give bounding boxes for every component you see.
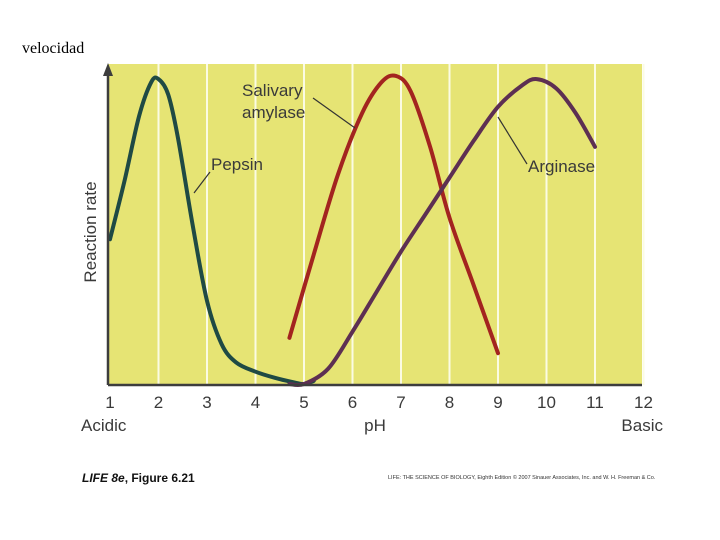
x-tick-label-7: 7 bbox=[396, 393, 405, 412]
copyright-credit: LIFE: THE SCIENCE OF BIOLOGY, Eighth Edi… bbox=[388, 475, 656, 481]
series-label-salivary: Salivary bbox=[242, 81, 303, 100]
x-tick-label-1: 1 bbox=[105, 393, 114, 412]
series-line-salivary-amylase bbox=[287, 73, 500, 356]
x-tick-label-2: 2 bbox=[154, 393, 163, 412]
series-label-amylase: amylase bbox=[242, 103, 305, 122]
axes bbox=[103, 63, 642, 387]
x-tick-label-4: 4 bbox=[251, 393, 260, 412]
series-layer bbox=[108, 73, 597, 388]
leader-line-arginase bbox=[497, 116, 528, 165]
x-tick-label-5: 5 bbox=[299, 393, 308, 412]
leader-line-pepsin bbox=[193, 171, 211, 194]
x-tick-label-3: 3 bbox=[202, 393, 211, 412]
x-end-label-basic: Basic bbox=[621, 416, 663, 435]
leader-line-amylase bbox=[312, 97, 356, 129]
x-tick-label-12: 12 bbox=[634, 393, 653, 412]
series-label-pepsin: Pepsin bbox=[211, 155, 263, 174]
y-axis-title: Reaction rate bbox=[81, 181, 100, 282]
plot-background bbox=[108, 64, 642, 385]
caption-book: LIFE 8e bbox=[82, 471, 125, 485]
x-end-label-acidic: Acidic bbox=[81, 416, 127, 435]
x-tick-label-6: 6 bbox=[348, 393, 357, 412]
x-axis-title: pH bbox=[364, 416, 386, 435]
top-label: velocidad bbox=[22, 40, 85, 57]
caption-figure: , Figure 6.21 bbox=[124, 471, 195, 485]
series-label-arginase: Arginase bbox=[528, 157, 595, 176]
series-line-pepsin bbox=[108, 75, 316, 387]
series-line-arginase bbox=[287, 77, 597, 388]
y-axis-arrow-icon bbox=[103, 63, 113, 76]
gridlines bbox=[157, 64, 645, 385]
series-labels: Pepsin Salivary amylase Arginase bbox=[193, 81, 595, 194]
x-tick-label-9: 9 bbox=[493, 393, 502, 412]
figure-caption: LIFE 8e, Figure 6.21 bbox=[82, 471, 195, 485]
x-tick-label-10: 10 bbox=[537, 393, 556, 412]
x-tick-label-11: 11 bbox=[586, 393, 604, 412]
x-tick-label-8: 8 bbox=[445, 393, 454, 412]
